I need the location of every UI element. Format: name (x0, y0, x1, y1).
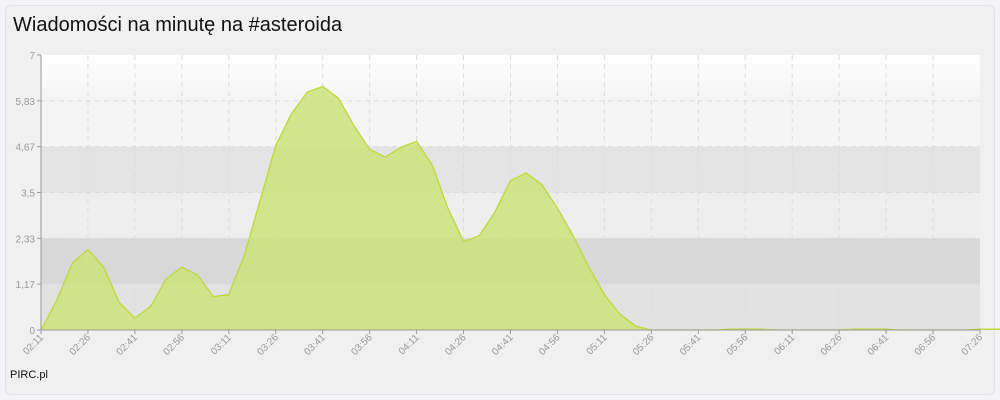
x-tick-label: 05:26 (631, 332, 657, 358)
x-tick-label: 05:56 (725, 332, 751, 358)
chart-title: Wiadomości na minutę na #asteroida (13, 14, 343, 36)
x-tick-label: 04:26 (443, 332, 469, 358)
x-tick-label: 06:41 (866, 332, 892, 358)
x-tick-label: 02:26 (68, 332, 94, 358)
x-tick-label: 07:26 (960, 332, 986, 358)
x-tick-label: 04:41 (490, 332, 516, 358)
x-tick-label: 02:56 (161, 332, 187, 358)
series-area (41, 86, 1000, 330)
y-tick-label: 4,67 (16, 143, 36, 154)
x-tick-label: 06:11 (772, 332, 797, 357)
series-line (40, 85, 1000, 331)
y-tick-label: 7 (29, 51, 35, 62)
y-tick-label: 1,17 (16, 280, 36, 291)
x-tick-label: 03:11 (209, 332, 234, 357)
x-tick-label: 02:11 (21, 332, 46, 357)
x-tick-label: 04:11 (397, 332, 422, 357)
x-tick-label: 03:26 (255, 332, 281, 358)
x-tick-label: 06:56 (913, 332, 939, 358)
y-tick-label: 2,33 (16, 234, 36, 245)
x-tick-label: 03:56 (349, 332, 375, 358)
x-tick-label: 03:41 (302, 332, 328, 358)
x-tick-label: 02:41 (115, 332, 141, 358)
x-tick-label: 05:41 (678, 332, 704, 358)
y-tick-label: 0 (29, 326, 35, 337)
x-tick-label: 05:11 (585, 332, 610, 357)
footer-credit: PIRC.pl (10, 369, 48, 381)
x-tick-label: 04:56 (537, 332, 563, 358)
y-tick-label: 3,5 (21, 189, 35, 200)
y-tick-label: 5,83 (16, 97, 36, 108)
x-tick-label: 06:26 (819, 332, 845, 358)
